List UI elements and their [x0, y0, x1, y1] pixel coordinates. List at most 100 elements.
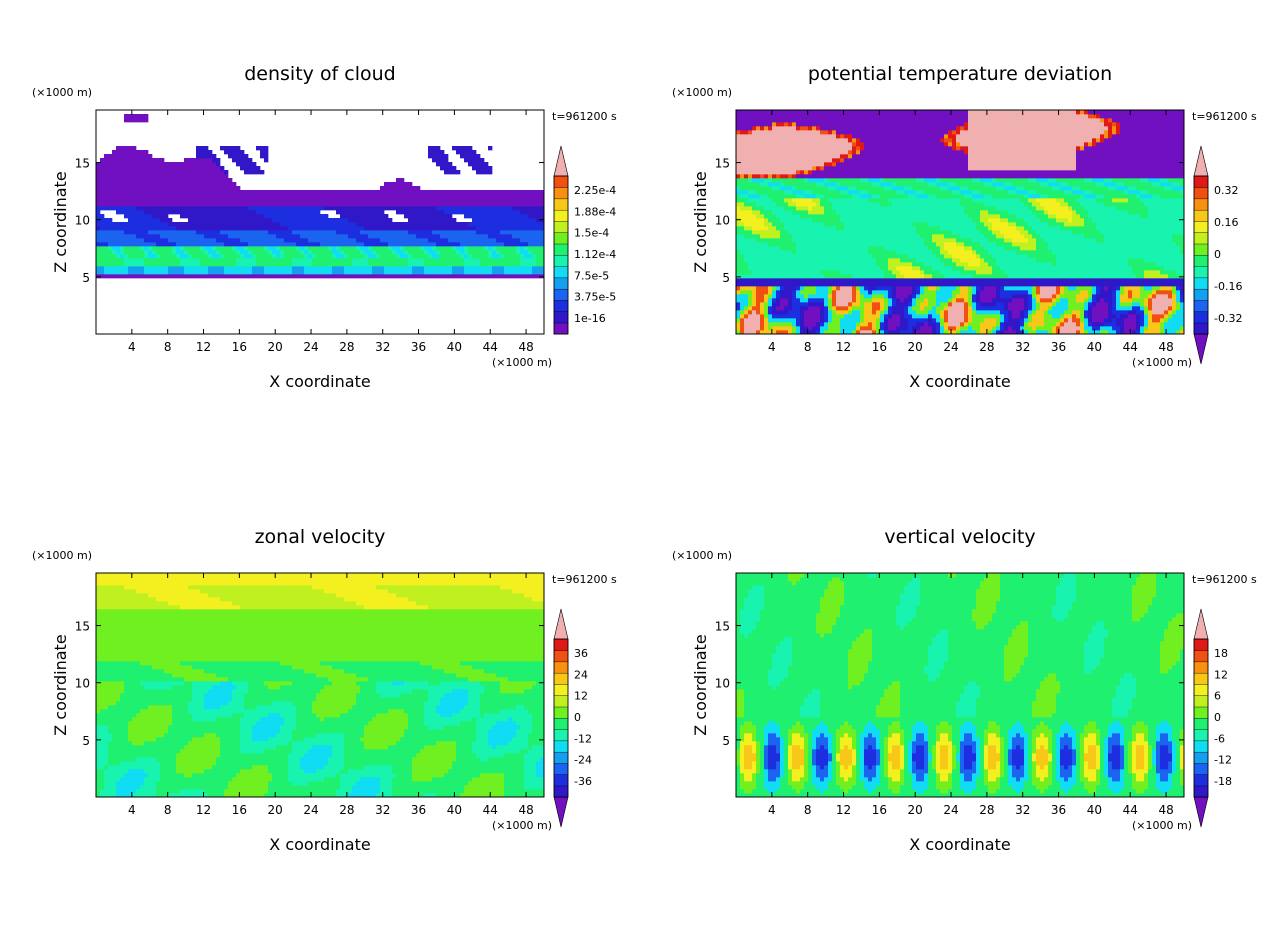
heatmap-cell — [812, 110, 817, 115]
heatmap-cell — [508, 234, 513, 239]
heatmap-cell — [516, 266, 521, 271]
heatmap-cell — [180, 202, 185, 207]
heatmap-cell — [484, 222, 489, 227]
heatmap-cell — [200, 238, 205, 243]
heatmap-cell — [744, 266, 749, 271]
heatmap-cell — [784, 226, 789, 231]
heatmap-cell — [752, 254, 757, 259]
heatmap-cell — [860, 266, 865, 271]
heatmap-cell — [800, 326, 805, 331]
heatmap-cell — [496, 190, 501, 195]
heatmap-cell — [112, 190, 117, 195]
heatmap-cell — [284, 246, 289, 251]
heatmap-cell — [524, 190, 529, 195]
heatmap-cell — [168, 258, 173, 263]
heatmap-cell — [264, 222, 269, 227]
heatmap-cell — [224, 178, 229, 183]
heatmap-cell — [832, 286, 837, 291]
heatmap-cell — [816, 114, 821, 119]
heatmap-cell — [268, 190, 273, 195]
heatmap-cell — [468, 246, 473, 251]
heatmap-cell — [316, 202, 321, 207]
heatmap-cell — [784, 162, 789, 167]
heatmap-cell — [764, 274, 769, 279]
heatmap-cell — [752, 134, 757, 139]
heatmap-cell — [792, 274, 797, 279]
heatmap-cell — [456, 222, 461, 227]
heatmap-cell — [296, 190, 301, 195]
heatmap-cell — [140, 210, 145, 215]
heatmap-cell — [796, 218, 801, 223]
heatmap-cell — [364, 270, 369, 275]
heatmap-cell — [832, 142, 837, 147]
heatmap-cell — [112, 170, 117, 175]
heatmap-cell — [836, 306, 841, 311]
heatmap-cell — [756, 282, 761, 287]
heatmap-cell — [792, 282, 797, 287]
heatmap-cell — [160, 206, 165, 211]
heatmap-cell — [784, 154, 789, 159]
heatmap-cell — [772, 178, 777, 183]
heatmap-cell — [796, 322, 801, 327]
heatmap-cell — [540, 274, 545, 279]
heatmap-cell — [528, 206, 533, 211]
heatmap-cell — [396, 190, 401, 195]
heatmap-cell — [832, 218, 837, 223]
heatmap-cell — [740, 166, 745, 171]
heatmap-cell — [832, 170, 837, 175]
heatmap-cell — [420, 222, 425, 227]
heatmap-cell — [752, 286, 757, 291]
heatmap-cell — [212, 230, 217, 235]
heatmap-cell — [224, 270, 229, 275]
heatmap-cell — [784, 110, 789, 115]
heatmap-cell — [152, 158, 157, 163]
heatmap-cell — [472, 194, 477, 199]
heatmap-cell — [500, 238, 505, 243]
heatmap-cell — [220, 254, 225, 259]
heatmap-cell — [508, 238, 513, 243]
heatmap-cell — [172, 198, 177, 203]
heatmap-cell — [348, 190, 353, 195]
heatmap-cell — [836, 266, 841, 271]
heatmap-cell — [156, 266, 161, 271]
heatmap-cell — [228, 238, 233, 243]
heatmap-cell — [204, 254, 209, 259]
heatmap-cell — [860, 322, 865, 327]
heatmap-cell — [216, 250, 221, 255]
heatmap-cell — [864, 186, 869, 191]
heatmap-cell — [828, 166, 833, 171]
heatmap-cell — [772, 190, 777, 195]
heatmap-cell — [236, 190, 241, 195]
heatmap-cell — [116, 210, 121, 215]
heatmap-cell — [872, 178, 877, 183]
heatmap-cell — [800, 138, 805, 143]
heatmap-cell — [408, 202, 413, 207]
heatmap-cell — [756, 162, 761, 167]
heatmap-cell — [432, 190, 437, 195]
heatmap-cell — [836, 238, 841, 243]
heatmap-cell — [800, 250, 805, 255]
heatmap-cell — [452, 254, 457, 259]
heatmap-cell — [476, 246, 481, 251]
heatmap-cell — [784, 214, 789, 219]
heatmap-cell — [272, 194, 277, 199]
heatmap-cell — [784, 318, 789, 323]
heatmap-cell — [500, 222, 505, 227]
heatmap-cell — [124, 270, 129, 275]
heatmap-cell — [192, 162, 197, 167]
heatmap-cell — [260, 226, 265, 231]
heatmap-cell — [852, 306, 857, 311]
heatmap-cell — [180, 254, 185, 259]
heatmap-cell — [424, 242, 429, 247]
heatmap-cell — [192, 198, 197, 203]
heatmap-cell — [212, 154, 217, 159]
heatmap-cell — [880, 234, 885, 239]
heatmap-cell — [836, 194, 841, 199]
heatmap-cell — [880, 262, 885, 267]
heatmap-cell — [144, 270, 149, 275]
heatmap-cell — [828, 150, 833, 155]
heatmap-cell — [756, 190, 761, 195]
heatmap-cell — [760, 130, 765, 135]
heatmap-cell — [328, 270, 333, 275]
heatmap-cell — [208, 226, 213, 231]
